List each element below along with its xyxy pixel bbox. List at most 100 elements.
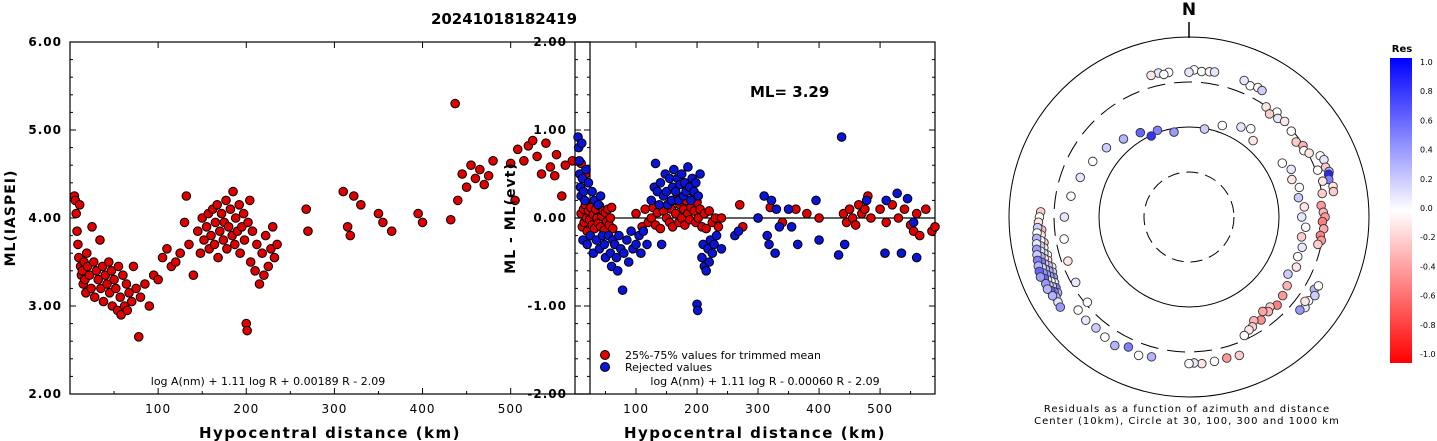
ml-point [223,222,234,232]
ml-point [475,164,485,175]
rejected-residual-point [669,164,679,175]
circle-100km [1098,126,1280,308]
ml-point [74,200,85,210]
station-residual-point [1123,342,1134,352]
rejected-residual-point [692,305,703,316]
accepted-residual-point [704,206,715,216]
legend-accepted-label: 25%-75% values for trimmed mean [625,349,821,362]
rejected-residual-point [836,132,847,142]
ml-point [470,173,481,184]
rejected-residual-point [636,248,646,258]
ml-point [230,239,240,250]
station-residual-point [1257,85,1267,96]
ml-point [536,169,547,179]
station-residual-point [1066,191,1076,201]
accepted-residual-point [608,223,618,234]
ml-point [259,270,269,281]
station-residual-point [1297,242,1307,253]
ml-point [111,283,121,294]
ml-point [86,283,96,294]
station-residual-point [1310,290,1320,301]
residual-x-axis-label: Hypocentral distance (km) [624,424,886,441]
ml-y-tick-label: 5.00 [28,123,62,137]
ml-point [257,248,267,258]
accepted-residual-point [655,223,666,234]
ml-point [133,332,144,342]
station-residual-point [1222,353,1232,363]
ml-point [252,239,262,250]
accepted-residual-point [734,200,745,210]
residual-x-tick-label: 200 [684,402,710,416]
accepted-residual-point [881,217,891,228]
station-residual-point [1300,222,1311,232]
rejected-residual-point [611,252,622,263]
ml-point [378,217,388,228]
ml-point [201,222,212,232]
legend-accepted-marker [600,350,610,360]
station-residual-point [1286,164,1296,175]
station-residual-point [1296,232,1307,242]
residual-y-tick-label: 1.00 [533,123,567,137]
ml-point [95,235,105,245]
ml-point [131,283,141,294]
rejected-residual-point [771,204,782,214]
ml-point [128,261,139,272]
rejected-residual-point [716,244,727,254]
station-residual-point [1197,358,1207,369]
station-residual-point [1291,262,1302,272]
rejected-residual-point [686,195,696,206]
ml-y-tick-label: 4.00 [28,211,62,225]
station-residual-point [1059,234,1069,244]
ml-y-tick-label: 3.00 [28,299,62,313]
ml-point [452,195,463,206]
station-residual-point [1073,305,1083,315]
circle-1000km [1008,36,1370,398]
ml-point [84,270,95,281]
polar-caption-line-1: Residuals as a function of azimuth and d… [1044,404,1330,415]
station-residual-point [1209,356,1220,367]
rejected-residual-point [574,156,585,166]
rejected-residual-point [581,164,591,175]
ml-point [445,214,456,225]
ml-point [512,144,523,155]
rejected-residual-point [655,178,666,188]
accepted-residual-point [631,208,641,219]
ml-point [461,182,472,192]
accepted-residual-point [605,213,616,223]
ml-point [549,170,560,181]
ml-y-tick-label: 6.00 [28,35,62,49]
ml-point [267,222,278,232]
ml-point [157,252,168,263]
station-residual-point [1135,127,1146,138]
rejected-residual-point [579,195,590,206]
ml-point [215,226,225,236]
colorbar-tick-label: 0.0 [1420,204,1433,213]
ml-point [551,149,562,160]
ml-point [225,204,236,214]
accepted-residual-point [606,202,617,213]
ml-point [242,325,252,336]
station-residual-point [1184,358,1194,369]
station-residual-point [1082,297,1093,308]
rejected-residual-point [839,239,850,250]
ml-point [239,235,250,245]
ml-point [230,213,241,223]
ml-point [103,257,114,267]
accepted-residual-point [802,208,812,219]
station-residual-point [1312,165,1323,175]
rejected-residual-point [638,226,649,236]
station-residual-point [1264,109,1275,119]
rejected-residual-point [764,239,774,250]
north-label: N [1182,0,1196,20]
ml-point [505,158,516,169]
station-residual-point [1286,126,1297,136]
ml-point [170,257,181,267]
station-residual-point [1087,156,1098,167]
ml-point [373,208,384,219]
accepted-residual-point [701,223,711,234]
rejected-residual-point [711,230,722,241]
ml-point [98,296,109,307]
station-residual-point [1055,302,1066,312]
rejected-residual-point [614,230,624,241]
station-residual-point [1035,272,1046,282]
